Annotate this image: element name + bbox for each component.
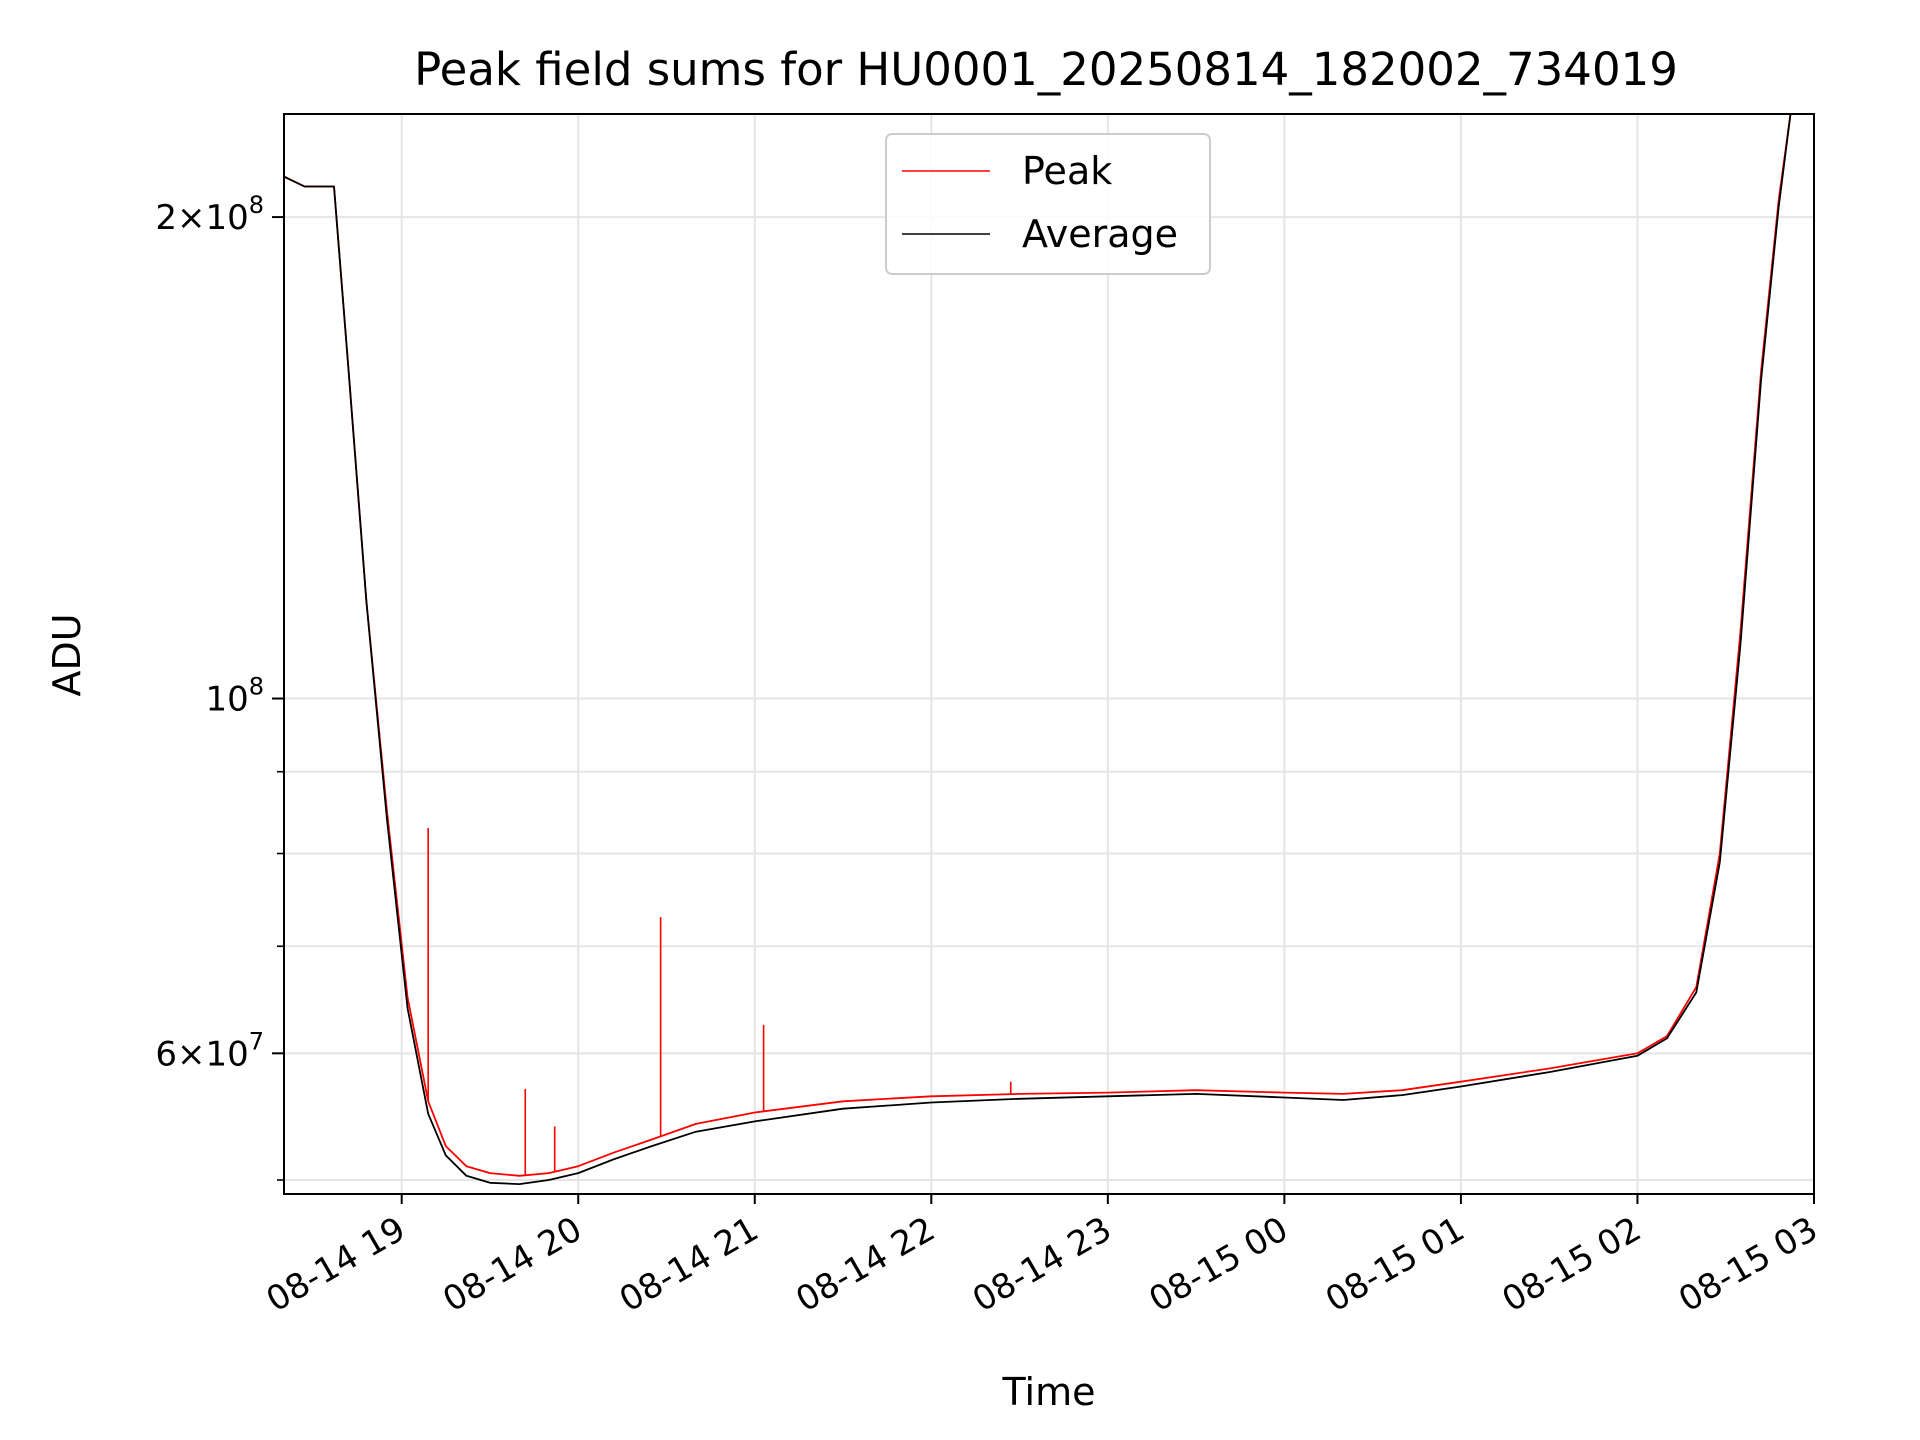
series-clip-group (284, 114, 1792, 1185)
plot-frame (283, 113, 1815, 1195)
y-tick-label: 6×107 (155, 1027, 264, 1074)
series-line-average (284, 114, 1792, 1185)
y-axis-label: ADU (45, 613, 89, 696)
y-tick-label: 2×108 (155, 191, 264, 238)
x-axis-label: Time (1002, 1370, 1096, 1414)
legend: Peak Average (885, 133, 1211, 275)
chart-title: Peak field sums for HU0001_20250814_1820… (414, 43, 1678, 96)
legend-label-average: Average (1022, 212, 1178, 256)
series-layer (284, 114, 1792, 1185)
legend-box (885, 133, 1211, 275)
legend-label-peak: Peak (1022, 149, 1112, 193)
